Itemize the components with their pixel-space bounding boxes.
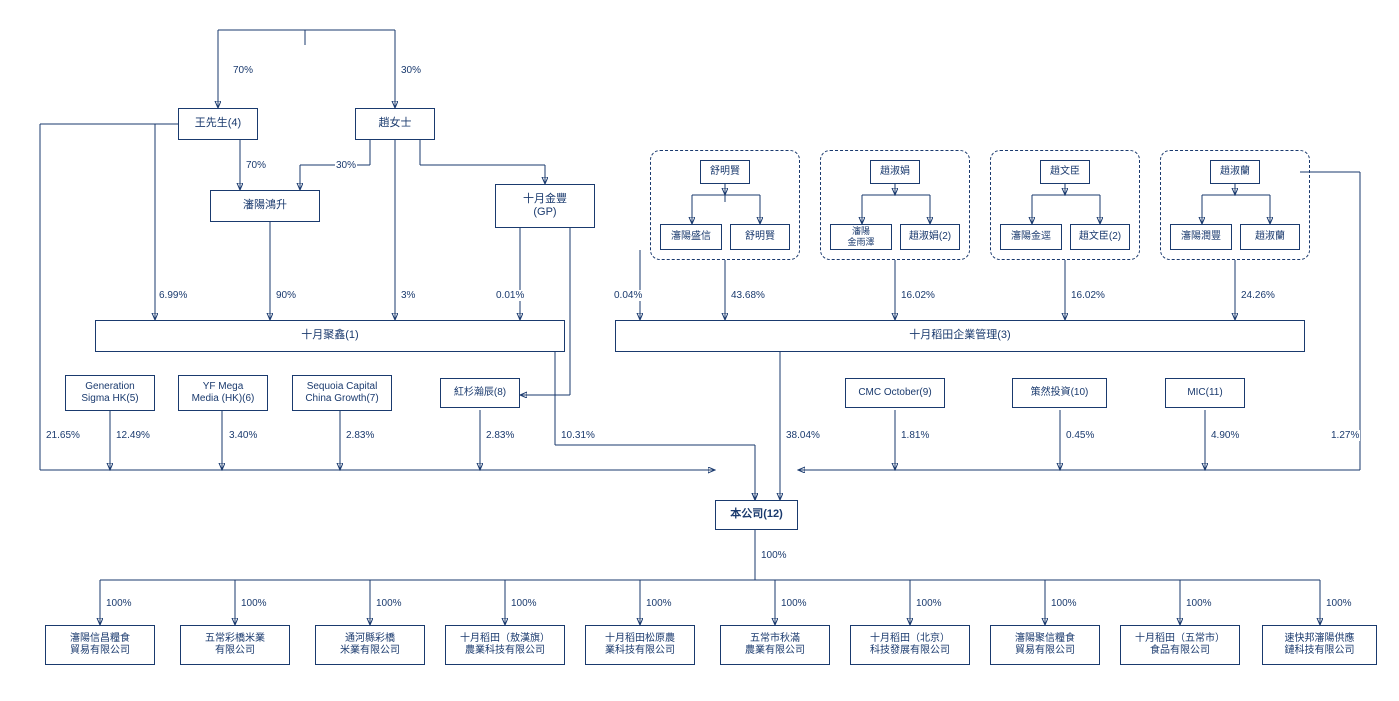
pct-100-5: 100% (645, 598, 673, 609)
node-daotian-mgmt: 十月稻田企業管理(3) (615, 320, 1305, 352)
pct-1602b: 16.02% (1070, 290, 1106, 301)
node-hongshan: 紅杉瀚辰(8) (440, 378, 520, 408)
node-sub7: 十月稻田（北京） 科技發展有限公司 (850, 625, 970, 665)
node-mic: MIC(11) (1165, 378, 1245, 408)
node-jinyuze: 瀋陽 金雨澤 (830, 224, 892, 250)
node-juxin: 十月聚鑫(1) (95, 320, 565, 352)
pct-181: 1.81% (900, 430, 930, 441)
node-zhaoshujuan-top: 趙淑娟 (870, 160, 920, 184)
pct-045: 0.45% (1065, 430, 1095, 441)
pct-100co: 100% (760, 550, 788, 561)
pct-1249: 12.49% (115, 430, 151, 441)
node-sub2: 五常彩橋米業 有限公司 (180, 625, 290, 665)
pct-70b: 70% (245, 160, 267, 171)
node-sub8: 瀋陽聚信糧食 貿易有限公司 (990, 625, 1100, 665)
node-sub4: 十月稻田（敖漢旗） 農業科技有限公司 (445, 625, 565, 665)
pct-127: 1.27% (1330, 430, 1360, 441)
pct-100-4: 100% (510, 598, 538, 609)
node-runfeng: 瀋陽潤豐 (1170, 224, 1232, 250)
node-shumingxian-top: 舒明賢 (700, 160, 750, 184)
node-cmc: CMC October(9) (845, 378, 945, 408)
node-jinfeng: 十月金豐 (GP) (495, 184, 595, 228)
pct-283b: 2.83% (485, 430, 515, 441)
pct-004: 0.04% (613, 290, 643, 301)
node-shumingxian-sub: 舒明賢 (730, 224, 790, 250)
node-zhao: 趙女士 (355, 108, 435, 140)
node-zhaoshulan-top: 趙淑蘭 (1210, 160, 1260, 184)
node-sub1: 瀋陽信昌糧食 貿易有限公司 (45, 625, 155, 665)
node-sub9: 十月稻田（五常市） 食品有限公司 (1120, 625, 1240, 665)
pct-3: 3% (400, 290, 416, 301)
pct-490: 4.90% (1210, 430, 1240, 441)
pct-100-7: 100% (915, 598, 943, 609)
node-hongsheng: 瀋陽鴻升 (210, 190, 320, 222)
node-wang: 王先生(4) (178, 108, 258, 140)
pct-699: 6.99% (158, 290, 188, 301)
pct-30a: 30% (400, 65, 422, 76)
pct-70a: 70% (232, 65, 254, 76)
pct-283a: 2.83% (345, 430, 375, 441)
node-zhaoshujuan-sub: 趙淑娟(2) (900, 224, 960, 250)
pct-90: 90% (275, 290, 297, 301)
pct-100-10: 100% (1325, 598, 1353, 609)
node-sub6: 五常市秋滿 農業有限公司 (720, 625, 830, 665)
node-zhaoshulan-sub: 趙淑蘭 (1240, 224, 1300, 250)
node-ceran: 策然投資(10) (1012, 378, 1107, 408)
pct-1602a: 16.02% (900, 290, 936, 301)
pct-340: 3.40% (228, 430, 258, 441)
pct-100-9: 100% (1185, 598, 1213, 609)
node-shengxin: 瀋陽盛信 (660, 224, 722, 250)
pct-100-1: 100% (105, 598, 133, 609)
node-company: 本公司(12) (715, 500, 798, 530)
pct-30b: 30% (335, 160, 357, 171)
node-jinjing: 瀋陽金逕 (1000, 224, 1062, 250)
node-yf-mega: YF Mega Media (HK)(6) (178, 375, 268, 411)
pct-001: 0.01% (495, 290, 525, 301)
node-gen-sigma: Generation Sigma HK(5) (65, 375, 155, 411)
pct-100-3: 100% (375, 598, 403, 609)
node-sub5: 十月稻田松原農 業科技有限公司 (585, 625, 695, 665)
node-sub3: 通河縣彩橋 米業有限公司 (315, 625, 425, 665)
pct-100-6: 100% (780, 598, 808, 609)
node-zhaowenchen-sub: 趙文臣(2) (1070, 224, 1130, 250)
node-sub10: 速快邦瀋陽供應 鏈科技有限公司 (1262, 625, 1377, 665)
pct-2165: 21.65% (45, 430, 81, 441)
node-zhaowenchen-top: 趙文臣 (1040, 160, 1090, 184)
pct-2426: 24.26% (1240, 290, 1276, 301)
pct-1031: 10.31% (560, 430, 596, 441)
node-sequoia: Sequoia Capital China Growth(7) (292, 375, 392, 411)
pct-100-2: 100% (240, 598, 268, 609)
pct-100-8: 100% (1050, 598, 1078, 609)
pct-3804: 38.04% (785, 430, 821, 441)
pct-4368: 43.68% (730, 290, 766, 301)
